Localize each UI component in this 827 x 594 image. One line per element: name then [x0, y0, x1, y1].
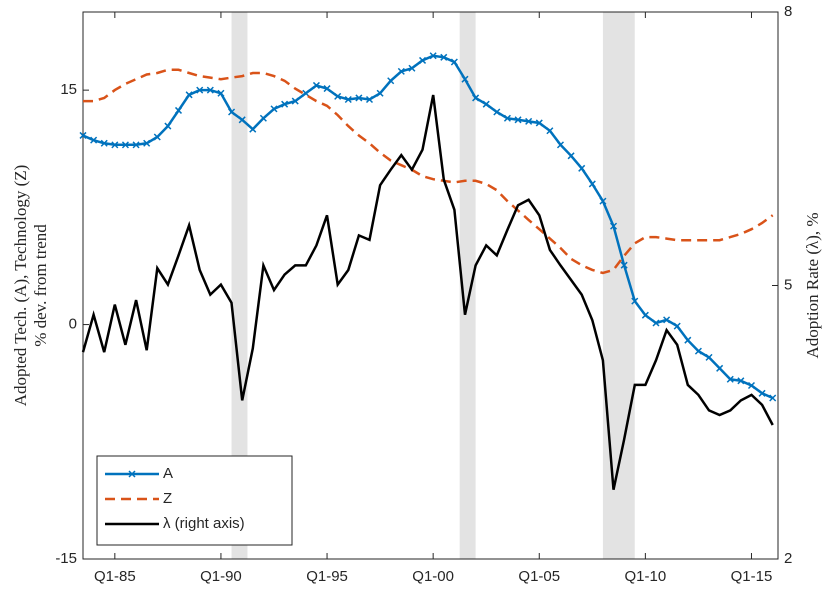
series-marker — [174, 106, 183, 114]
legend-label: Z — [163, 490, 172, 507]
series-marker — [535, 119, 543, 127]
series-marker — [270, 105, 278, 113]
series-marker — [387, 77, 395, 85]
series-marker — [726, 375, 734, 383]
series-marker — [365, 95, 374, 104]
series-marker — [663, 316, 671, 324]
series-marker — [185, 91, 193, 99]
series-marker — [291, 97, 299, 105]
series-marker — [281, 100, 289, 108]
series-line — [83, 68, 774, 275]
series-marker — [259, 114, 267, 122]
y-tick-label: 0 — [69, 316, 77, 333]
series-marker — [758, 389, 766, 397]
series-marker — [652, 319, 660, 327]
series-marker — [503, 114, 511, 122]
series-marker — [482, 100, 490, 108]
legend-label: λ (right axis) — [163, 515, 245, 532]
series-marker — [716, 364, 724, 372]
series-marker — [249, 125, 257, 133]
series-marker — [323, 85, 331, 93]
series-line — [82, 54, 774, 400]
series-marker — [440, 53, 448, 61]
x-tick-label: Q1-90 — [200, 568, 242, 585]
series-marker — [578, 164, 586, 172]
series-marker — [143, 139, 151, 147]
y2-tick-label: 8 — [784, 3, 792, 20]
series-marker — [334, 92, 342, 100]
series-marker — [461, 75, 469, 83]
series-marker — [238, 116, 246, 124]
legend-marker — [128, 470, 136, 478]
series-marker — [397, 67, 405, 75]
series-marker — [312, 81, 320, 89]
y-tick-label: -15 — [55, 550, 77, 567]
series-marker — [111, 141, 119, 149]
x-tick-label: Q1-15 — [731, 568, 773, 585]
series-marker — [302, 89, 310, 97]
series-marker — [737, 377, 745, 385]
series-marker — [673, 322, 681, 330]
series-marker — [525, 117, 533, 125]
series-marker — [79, 131, 87, 139]
series-marker — [631, 297, 639, 305]
recession-band — [231, 12, 248, 559]
recession-band — [459, 12, 476, 559]
series-marker — [599, 197, 607, 205]
y-tick-label: 15 — [60, 81, 77, 98]
series-marker — [472, 94, 480, 102]
series-marker — [344, 95, 352, 104]
x-tick-label: Q1-95 — [306, 568, 348, 585]
y2-axis-label: Adoption Rate (λ), % — [803, 212, 822, 358]
series-marker — [419, 56, 427, 64]
series-marker — [546, 127, 554, 135]
series-marker — [90, 136, 98, 144]
series-marker — [217, 89, 225, 97]
series-marker — [376, 89, 384, 97]
series-marker — [121, 141, 129, 149]
series-marker — [556, 141, 565, 149]
series-marker — [206, 86, 214, 94]
legend-label: A — [163, 465, 173, 482]
series-marker — [450, 58, 458, 66]
series-marker — [769, 394, 777, 402]
series-marker — [610, 222, 618, 230]
y-axis-label-line: Adopted Tech. (A), Technology (Z) — [11, 165, 30, 407]
series-marker — [153, 133, 161, 141]
series-marker — [164, 122, 172, 130]
series-marker — [567, 152, 575, 160]
x-tick-label: Q1-00 — [412, 568, 454, 585]
series-marker — [493, 108, 501, 116]
series-marker — [429, 52, 437, 60]
series-marker — [132, 141, 140, 149]
series-marker — [705, 353, 713, 361]
series-marker — [684, 336, 692, 344]
series-marker — [694, 347, 702, 355]
series-marker — [100, 139, 108, 147]
series-marker — [588, 180, 596, 188]
x-tick-label: Q1-05 — [518, 568, 560, 585]
series-marker — [408, 64, 416, 72]
series-marker — [355, 94, 363, 102]
x-tick-label: Q1-10 — [625, 568, 667, 585]
y2-tick-label: 5 — [784, 276, 792, 293]
y2-tick-label: 2 — [784, 550, 792, 567]
series-marker — [747, 381, 756, 390]
series-marker — [228, 108, 236, 116]
series-marker — [620, 261, 628, 269]
x-tick-label: Q1-85 — [94, 568, 136, 585]
y-axis-label-line: % dev. from trend — [31, 224, 50, 347]
series-marker — [641, 311, 649, 319]
series-marker — [196, 86, 204, 94]
y-axis-label: Adopted Tech. (A), Technology (Z)% dev. … — [11, 165, 50, 407]
series-marker — [514, 116, 522, 124]
series-line — [81, 94, 774, 490]
